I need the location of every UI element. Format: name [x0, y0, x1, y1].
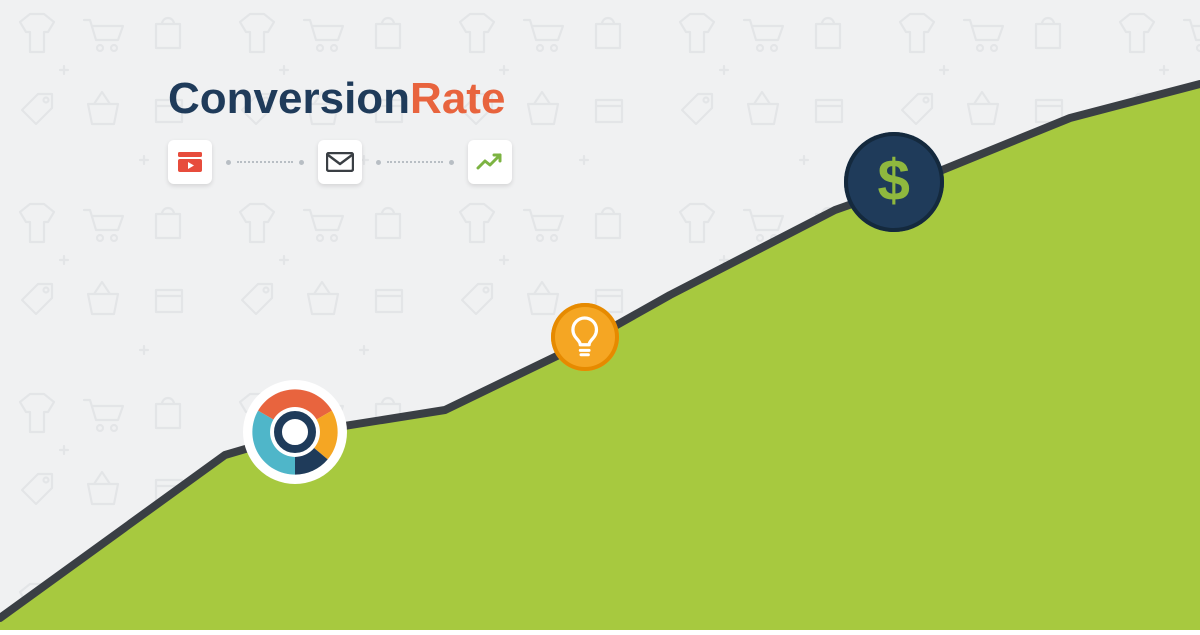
- chip-trend: [468, 140, 512, 184]
- idea-bulb-node: [551, 303, 619, 371]
- bulb-icon: [566, 315, 603, 359]
- process-chip-row: [168, 140, 512, 184]
- dollar-node: $: [844, 132, 944, 232]
- video-icon: [177, 151, 203, 173]
- chip-video: [168, 140, 212, 184]
- connector: [226, 160, 304, 165]
- dollar-icon: $: [870, 148, 918, 216]
- title: ConversionRate: [168, 74, 505, 124]
- title-word-2: Rate: [410, 74, 505, 123]
- trend-up-icon: [476, 152, 504, 172]
- connector: [376, 160, 454, 165]
- title-word-1: Conversion: [168, 74, 410, 123]
- chip-mail: [318, 140, 362, 184]
- donut-chart-node: [243, 380, 347, 484]
- infographic-canvas: ConversionRate: [0, 0, 1200, 630]
- svg-text:$: $: [878, 148, 910, 213]
- mail-icon: [326, 152, 354, 172]
